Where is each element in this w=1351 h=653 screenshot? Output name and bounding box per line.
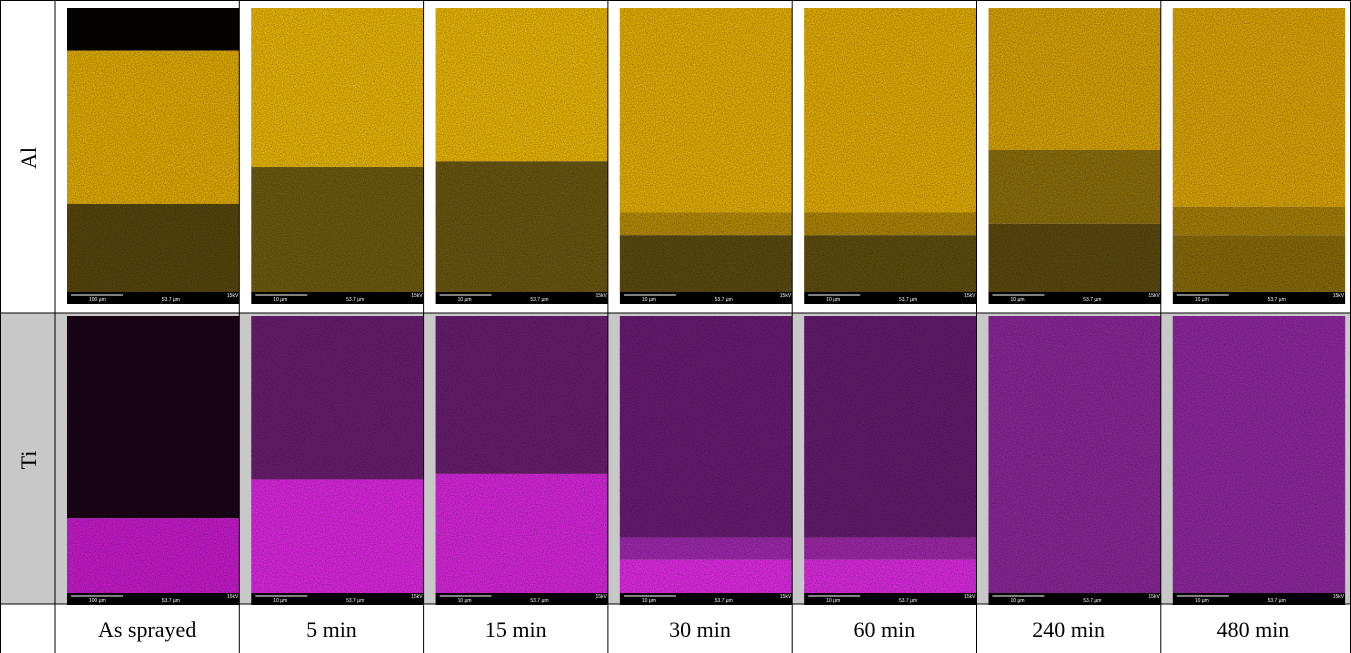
column-label: 60 min	[853, 617, 915, 642]
scale-label: 10 µm	[458, 598, 472, 604]
voltage: 15kV	[964, 594, 976, 600]
voltage: 15kV	[411, 594, 423, 600]
field-width: 53.7 µm	[530, 598, 548, 604]
field-width: 53.7 µm	[1268, 297, 1286, 303]
scale-label: 10 µm	[826, 297, 840, 303]
noise	[619, 8, 793, 292]
noise	[251, 8, 424, 292]
voltage: 15kV	[780, 594, 792, 600]
noise	[435, 316, 608, 593]
column-label: 5 min	[306, 617, 357, 642]
micrograph: 100 µm 53.7 µm 15kV	[67, 316, 240, 605]
noise	[988, 316, 1161, 593]
voltage: 15kV	[780, 293, 792, 299]
column-label: 240 min	[1032, 617, 1105, 642]
scale-label: 10 µm	[1011, 598, 1025, 604]
micrograph: 10 µm 53.7 µm 15kV	[1172, 8, 1346, 304]
micrograph: 10 µm 53.7 µm 15kV	[435, 8, 608, 304]
field-width: 53.7 µm	[162, 297, 180, 303]
voltage: 15kV	[1333, 594, 1345, 600]
field-width: 53.7 µm	[346, 598, 364, 604]
scale-label: 10 µm	[642, 598, 656, 604]
scale-label: 10 µm	[642, 297, 656, 303]
noise	[804, 8, 977, 292]
column-label: 15 min	[485, 617, 547, 642]
column-label: As sprayed	[98, 617, 196, 642]
voltage: 15kV	[595, 594, 607, 600]
voltage: 15kV	[227, 293, 239, 299]
noise	[67, 316, 240, 593]
micrograph: 10 µm 53.7 µm 15kV	[804, 8, 977, 304]
micrograph: 10 µm 53.7 µm 15kV	[1172, 316, 1346, 605]
field-width: 53.7 µm	[899, 598, 917, 604]
scale-label: 10 µm	[1011, 297, 1025, 303]
noise	[804, 316, 977, 593]
micrograph: 100 µm 53.7 µm 15kV	[67, 8, 240, 304]
field-width: 53.7 µm	[715, 598, 733, 604]
voltage: 15kV	[1148, 594, 1160, 600]
scale-label: 100 µm	[89, 297, 106, 303]
micrograph: 10 µm 53.7 µm 15kV	[804, 316, 977, 605]
column-label: 30 min	[669, 617, 731, 642]
noise	[435, 8, 608, 292]
field-width: 53.7 µm	[1083, 297, 1101, 303]
scale-label: 10 µm	[826, 598, 840, 604]
noise	[67, 8, 240, 292]
voltage: 15kV	[595, 293, 607, 299]
column-label: 480 min	[1217, 617, 1290, 642]
scale-label: 10 µm	[1195, 598, 1209, 604]
noise	[1172, 316, 1346, 593]
voltage: 15kV	[227, 594, 239, 600]
field-width: 53.7 µm	[1083, 598, 1101, 604]
row-label: Al	[16, 147, 41, 169]
scale-label: 10 µm	[458, 297, 472, 303]
noise	[619, 316, 793, 593]
noise	[1172, 8, 1346, 292]
voltage: 15kV	[1333, 293, 1345, 299]
noise	[251, 316, 424, 593]
row-label: Ti	[16, 451, 41, 470]
field-width: 53.7 µm	[715, 297, 733, 303]
micrograph: 10 µm 53.7 µm 15kV	[619, 8, 793, 304]
scale-label: 100 µm	[89, 598, 106, 604]
micrograph: 10 µm 53.7 µm 15kV	[251, 316, 424, 605]
scale-label: 10 µm	[273, 598, 287, 604]
voltage: 15kV	[411, 293, 423, 299]
micrograph: 10 µm 53.7 µm 15kV	[435, 316, 608, 605]
noise	[988, 8, 1161, 292]
field-width: 53.7 µm	[530, 297, 548, 303]
micrograph: 10 µm 53.7 µm 15kV	[251, 8, 424, 304]
scale-label: 10 µm	[1195, 297, 1209, 303]
micrograph: 10 µm 53.7 µm 15kV	[988, 8, 1161, 304]
field-width: 53.7 µm	[899, 297, 917, 303]
field-width: 53.7 µm	[162, 598, 180, 604]
voltage: 15kV	[964, 293, 976, 299]
field-width: 53.7 µm	[1268, 598, 1286, 604]
micrograph: 10 µm 53.7 µm 15kV	[619, 316, 793, 605]
voltage: 15kV	[1148, 293, 1160, 299]
micrograph: 10 µm 53.7 µm 15kV	[988, 316, 1161, 605]
scale-label: 10 µm	[273, 297, 287, 303]
field-width: 53.7 µm	[346, 297, 364, 303]
